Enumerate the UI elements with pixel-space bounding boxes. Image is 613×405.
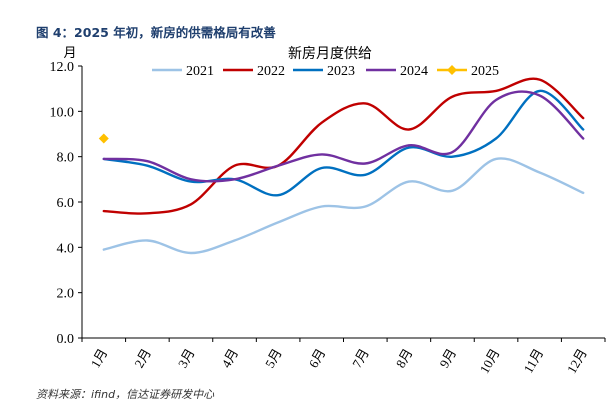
legend-label-2021: 2021 bbox=[186, 64, 214, 79]
y-tick-label: 0.0 bbox=[57, 332, 75, 347]
x-tick-label: 2月 bbox=[131, 346, 154, 370]
x-tick-label: 1月 bbox=[88, 346, 111, 370]
chart-title: 新房月度供给 bbox=[288, 46, 372, 62]
x-tick-label: 6月 bbox=[306, 346, 329, 370]
source-note: 资料来源：ifind，信达证券研发中心 bbox=[36, 388, 215, 401]
figure-title: 图 4：2025 年初，新房的供需格局有改善 bbox=[36, 25, 276, 40]
y-tick-label: 8.0 bbox=[57, 151, 75, 166]
legend: 2021 2022 2023 2024 2025 bbox=[152, 64, 499, 79]
x-tick-label: 8月 bbox=[393, 346, 416, 370]
x-tick-label: 9月 bbox=[436, 346, 459, 370]
legend-label-2025: 2025 bbox=[471, 64, 499, 79]
x-tick-label: 11月 bbox=[520, 346, 546, 376]
series-2022-line bbox=[102, 77, 585, 215]
x-tick-label: 10月 bbox=[477, 346, 503, 376]
x-tick-label: 7月 bbox=[349, 346, 372, 370]
y-tick-label: 6.0 bbox=[57, 196, 75, 211]
y-tick-label: 2.0 bbox=[57, 287, 75, 302]
series-2023-line bbox=[102, 89, 585, 197]
x-tick-label: 3月 bbox=[175, 346, 198, 370]
y-tick-label: 10.0 bbox=[50, 105, 75, 120]
y-tick-label: 4.0 bbox=[57, 241, 75, 256]
y-tick-label: 12.0 bbox=[50, 60, 75, 75]
x-tick-label: 5月 bbox=[262, 346, 285, 370]
legend-label-2022: 2022 bbox=[257, 64, 285, 79]
x-tick-label: 4月 bbox=[218, 346, 241, 370]
series-lines bbox=[98, 77, 585, 255]
series-2025-point bbox=[98, 133, 109, 144]
series-2021-line bbox=[102, 157, 585, 255]
legend-label-2023: 2023 bbox=[327, 64, 355, 79]
legend-marker-2025 bbox=[447, 65, 457, 75]
y-axis-unit-label: 月 bbox=[63, 46, 76, 61]
legend-label-2024: 2024 bbox=[400, 64, 428, 79]
series-2024-line bbox=[102, 90, 585, 183]
x-tick-label: 12月 bbox=[564, 346, 590, 376]
